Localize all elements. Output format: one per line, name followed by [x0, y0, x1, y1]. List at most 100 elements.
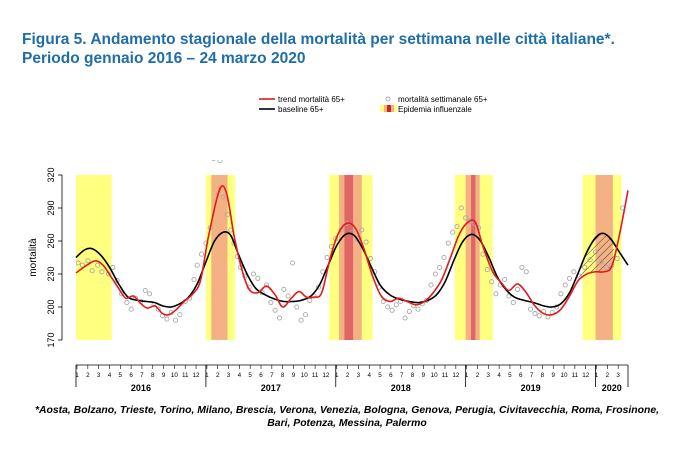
figure-title-line1: Figura 5. Andamento stagionale della mor… — [22, 31, 615, 48]
weekly-point-66 — [363, 239, 369, 245]
y-tick-label-230: 230 — [46, 266, 56, 281]
weekly-point-76 — [406, 308, 412, 314]
legend-points-label: mortalità settimanale 65+ — [398, 95, 488, 104]
legend-epidemic-swatch-mid2 — [391, 105, 394, 112]
weekly-point-113 — [567, 275, 573, 281]
epidemic-band-mid-1 — [211, 175, 228, 340]
month-label-2016-10: 10 — [171, 372, 179, 379]
weekly-point-119 — [598, 259, 604, 265]
weekly-point-117 — [587, 257, 593, 263]
month-label-2019-2: 2 — [476, 372, 480, 379]
weekly-point-33 — [220, 194, 226, 200]
weekly-point-103 — [523, 269, 529, 275]
month-label-2018-11: 11 — [442, 372, 449, 379]
weekly-point-83 — [437, 264, 443, 270]
legend-epidemic-label: Epidemia influenzale — [398, 105, 472, 114]
month-label-2019-3: 3 — [487, 372, 491, 379]
weekly-point-52 — [298, 317, 304, 323]
weekly-point-53 — [302, 312, 309, 318]
weekly-point-112 — [562, 282, 568, 288]
weekly-point-21 — [173, 317, 179, 323]
weekly-point-101 — [515, 286, 521, 292]
month-label-2018-2: 2 — [346, 372, 350, 379]
weekly-point-34 — [224, 212, 231, 218]
month-label-2019-7: 7 — [530, 372, 534, 379]
month-label-2016-9: 9 — [162, 372, 166, 379]
month-label-2016-3: 3 — [97, 372, 101, 379]
month-label-2016-7: 7 — [140, 372, 144, 379]
month-label-2017-7: 7 — [270, 372, 274, 379]
month-label-2019-4: 4 — [497, 372, 501, 379]
trend-line — [75, 185, 629, 316]
month-label-2017-9: 9 — [292, 372, 296, 379]
weekly-point-65 — [359, 227, 365, 233]
month-label-2017-3: 3 — [227, 372, 231, 379]
legend-baseline-label: baseline 65+ — [278, 105, 324, 114]
month-label-2018-4: 4 — [367, 372, 371, 379]
weekly-point-4 — [95, 262, 101, 268]
weekly-point-82 — [432, 271, 438, 277]
weekly-point-49 — [285, 293, 291, 299]
weekly-point-124 — [626, 112, 630, 116]
weekly-point-31 — [215, 134, 219, 138]
legend: trend mortalità 65+baseline 65+ mortalità… — [259, 95, 488, 114]
weekly-point-10 — [124, 300, 130, 306]
footnote: *Aosta, Bolzano, Trieste, Torino, Milano… — [22, 404, 672, 430]
weekly-point-48 — [281, 286, 287, 292]
year-label-2019: 2019 — [521, 383, 541, 393]
series-lines — [75, 185, 629, 316]
weekly-point-2 — [85, 258, 91, 264]
figure-title: Figura 5. Andamento stagionale della mor… — [22, 30, 672, 68]
weekly-point-14 — [142, 287, 148, 294]
month-label-2020-3: 3 — [616, 372, 620, 379]
y-axis-title: mortalità — [28, 238, 39, 277]
month-label-2019-12: 12 — [582, 372, 590, 379]
excess-area — [579, 233, 614, 280]
weekly-point-118 — [592, 249, 599, 255]
y-axis: 170 200 230 260 290 320 mortalità — [28, 167, 63, 348]
y-tick-label-260: 260 — [46, 233, 56, 248]
month-label-2017-5: 5 — [248, 372, 252, 379]
month-label-2016-2: 2 — [86, 372, 90, 379]
legend-trend-label: trend mortalità 65+ — [278, 95, 345, 104]
month-label-2019-5: 5 — [508, 372, 512, 379]
weekly-point-41 — [250, 271, 257, 277]
weekly-point-19 — [164, 316, 170, 322]
weekly-point-47 — [276, 315, 283, 321]
weekly-point-17 — [155, 306, 161, 312]
month-label-2020-2: 2 — [606, 372, 610, 379]
weekly-point-102 — [519, 264, 525, 270]
footnote-line1: *Aosta, Bolzano, Trieste, Torino, Milano… — [35, 405, 659, 416]
month-label-2018-8: 8 — [411, 372, 415, 379]
month-label-2018-5: 5 — [378, 372, 382, 379]
weekly-point-32 — [217, 160, 223, 164]
weekly-point-45 — [268, 300, 274, 306]
weekly-point-44 — [263, 282, 270, 288]
month-label-2018-12: 12 — [452, 372, 460, 379]
weekly-point-15 — [147, 291, 153, 297]
year-label-2017: 2017 — [261, 383, 281, 393]
month-label-2016-4: 4 — [108, 372, 112, 379]
figure-title-line2: Periodo gennaio 2016 – 24 marzo 2020 — [22, 50, 306, 67]
month-label-2019-8: 8 — [541, 372, 545, 379]
month-label-2017-11: 11 — [312, 372, 319, 379]
year-label-2016: 2016 — [131, 383, 151, 393]
month-label-2016-6: 6 — [129, 372, 133, 379]
weekly-point-89 — [463, 215, 469, 221]
month-label-2018-7: 7 — [400, 372, 404, 379]
weekly-point-42 — [255, 275, 261, 281]
legend-epidemic-swatch-peak — [387, 105, 391, 112]
weekly-point-106 — [536, 313, 542, 319]
month-label-2017-2: 2 — [216, 372, 220, 379]
weekly-point-100 — [510, 300, 516, 306]
month-label-2019-9: 9 — [551, 372, 555, 379]
weekly-point-73 — [393, 302, 399, 308]
month-label-2019-11: 11 — [572, 372, 579, 379]
epidemic-band-0 — [76, 175, 112, 340]
weekly-point-3 — [89, 268, 95, 274]
mortality-chart: trend mortalità 65+baseline 65+ mortalità… — [28, 95, 630, 393]
month-label-2017-6: 6 — [259, 372, 263, 379]
y-tick-label-290: 290 — [46, 200, 56, 215]
weekly-point-96 — [493, 291, 499, 297]
weekly-point-11 — [128, 306, 134, 312]
